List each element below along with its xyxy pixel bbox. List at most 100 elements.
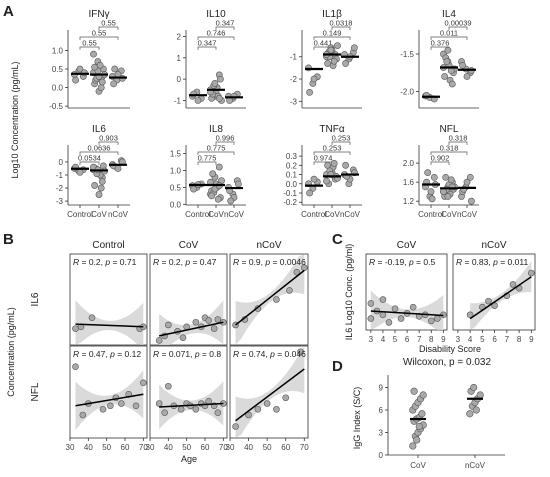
confidence-band xyxy=(159,300,224,345)
x-tick-label: 30 xyxy=(146,443,155,452)
p-value-label: 0.318 xyxy=(449,134,468,143)
p-value-label: 0.0534 xyxy=(78,154,101,163)
data-point xyxy=(424,169,432,177)
x-tick-label: 50 xyxy=(102,443,111,452)
panel-c-facet-0: R = -0.19, p = 0.5 3 4 5 6 7 8 9 xyxy=(365,253,448,344)
y-tick-label: 0.3 xyxy=(286,152,298,161)
panel-b-col-title: Control xyxy=(92,240,124,251)
data-point xyxy=(440,188,447,196)
significance-bracket xyxy=(79,161,100,165)
correlation-part: = 0.47 xyxy=(190,257,217,267)
data-point xyxy=(334,42,341,49)
data-point xyxy=(476,391,484,399)
panel-b-facet-0-0: R = 0.2, p = 0.71 xyxy=(69,253,148,346)
data-point xyxy=(192,318,200,326)
data-point xyxy=(232,423,239,430)
x-tick-label: nCoV xyxy=(457,210,478,219)
p-value-label: 0.00039 xyxy=(444,19,471,28)
x-tick-label: 70 xyxy=(219,443,228,452)
fit-line xyxy=(159,321,224,337)
plot-title: IL8 xyxy=(209,124,223,135)
data-point xyxy=(463,178,471,186)
p-value-label: 0.775 xyxy=(207,144,226,153)
y-tick-label: -0.5 xyxy=(49,102,63,111)
correlation-part: p xyxy=(408,257,414,267)
plot-title: TNFα xyxy=(319,124,344,135)
correlation-part: = 0.83, xyxy=(462,257,493,267)
significance-bracket xyxy=(430,151,468,155)
p-value-label: 0.441 xyxy=(314,39,333,48)
significance-bracket xyxy=(79,36,119,40)
data-point xyxy=(214,316,222,323)
data-point xyxy=(273,296,280,303)
significance-bracket xyxy=(197,36,235,40)
x-tick-label: 70 xyxy=(139,443,148,452)
data-point xyxy=(509,281,517,288)
x-tick-label: 4 xyxy=(468,335,473,344)
y-tick-label: 0.0 xyxy=(286,180,298,189)
confidence-band xyxy=(470,261,532,330)
fit-line xyxy=(159,402,224,408)
data-point xyxy=(419,391,427,399)
data-point xyxy=(209,170,217,178)
data-point xyxy=(79,411,87,419)
panel-c-col-title: nCoV xyxy=(481,240,506,251)
significance-bracket xyxy=(331,26,351,30)
data-point xyxy=(161,409,168,417)
correlation-part: = 0.011 xyxy=(498,257,529,267)
significance-bracket xyxy=(448,141,468,145)
correlation-part: = 0.046 xyxy=(275,349,306,359)
correlation-part: R xyxy=(233,349,239,359)
data-point xyxy=(165,321,172,329)
x-tick-label: nCoV xyxy=(465,461,486,470)
p-value-label: 0.902 xyxy=(431,154,450,163)
data-point xyxy=(110,80,117,88)
data-point xyxy=(72,76,79,84)
correlation-part: p xyxy=(184,257,190,267)
correlation-label: R = 0.071, p = 0.8 xyxy=(153,349,221,359)
data-point xyxy=(273,405,280,413)
data-point xyxy=(214,195,222,203)
data-point xyxy=(114,165,122,172)
plot-ifn-0: IFNγ-0.50.00.51.00.550.550.55 xyxy=(49,9,130,111)
correlation-label: R = 0.47, p = 0.12 xyxy=(73,349,141,359)
p-value-label: 0.996 xyxy=(216,134,235,143)
x-tick-label: 8 xyxy=(517,335,522,344)
correlation-part: p xyxy=(269,349,275,359)
data-point xyxy=(428,195,436,203)
y-tick-label: 0 xyxy=(59,158,64,167)
panel-b-facet-0-1: R = 0.2, p = 0.47 xyxy=(149,253,228,346)
fit-line xyxy=(75,393,144,407)
x-tick-label: 9 xyxy=(529,335,534,344)
data-point xyxy=(306,89,313,96)
x-tick-label: 40 xyxy=(164,443,173,452)
panel-d-title: Wilcoxon, p = 0.032 xyxy=(403,357,492,368)
data-point xyxy=(97,184,105,192)
data-point xyxy=(330,160,338,167)
significance-bracket xyxy=(79,151,119,155)
data-point xyxy=(410,387,418,395)
data-point xyxy=(310,75,318,83)
data-point xyxy=(155,400,163,407)
panel-d: Wilcoxon, p = 0.032 IgG Index (S/C) 0 3 6 9 Co… xyxy=(352,357,505,470)
data-point xyxy=(350,44,358,52)
data-point xyxy=(118,400,125,407)
data-point xyxy=(409,442,417,450)
x-tick-label: 8 xyxy=(429,335,434,344)
data-point xyxy=(245,411,252,419)
y-tick-label: -0.2 xyxy=(283,198,297,207)
y-tick-label: 0.5 xyxy=(52,65,64,74)
data-point xyxy=(427,317,435,325)
significance-bracket xyxy=(197,46,217,50)
data-point xyxy=(282,394,290,402)
y-tick-label: -1 xyxy=(174,97,182,106)
correlation-part: = -0.19, xyxy=(375,257,409,267)
data-point xyxy=(448,80,456,88)
data-point xyxy=(297,348,304,356)
correlation-part: = 0.2, xyxy=(159,257,185,267)
x-tick-label: 30 xyxy=(226,443,235,452)
panel-label-b: B xyxy=(3,231,14,248)
data-point xyxy=(310,175,318,183)
